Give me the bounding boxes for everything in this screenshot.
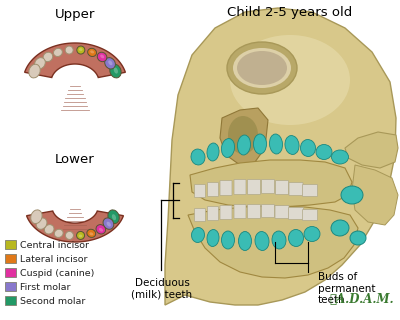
Ellipse shape [332, 150, 348, 164]
FancyBboxPatch shape [262, 204, 274, 218]
Text: Lower: Lower [55, 153, 95, 166]
Ellipse shape [76, 231, 84, 239]
Ellipse shape [114, 68, 118, 74]
Ellipse shape [300, 140, 316, 156]
FancyBboxPatch shape [5, 282, 16, 291]
Ellipse shape [79, 48, 82, 51]
Ellipse shape [270, 134, 282, 154]
Ellipse shape [230, 35, 350, 125]
Ellipse shape [316, 145, 332, 159]
FancyBboxPatch shape [208, 182, 218, 196]
Polygon shape [26, 211, 124, 242]
FancyBboxPatch shape [289, 182, 303, 196]
FancyBboxPatch shape [5, 268, 16, 277]
Text: ☘A.D.A.M.: ☘A.D.A.M. [329, 293, 394, 306]
Text: Upper: Upper [55, 8, 95, 21]
Polygon shape [188, 206, 358, 278]
Ellipse shape [105, 58, 116, 69]
Text: Buds of
permanent
teeth: Buds of permanent teeth [318, 272, 376, 305]
FancyBboxPatch shape [288, 207, 304, 220]
Text: Child 2-5 years old: Child 2-5 years old [227, 6, 353, 19]
Ellipse shape [285, 136, 299, 155]
Ellipse shape [65, 46, 73, 54]
Text: First molar: First molar [20, 283, 70, 292]
Ellipse shape [89, 232, 93, 235]
FancyBboxPatch shape [262, 180, 274, 194]
Text: Second molar: Second molar [20, 297, 85, 306]
Ellipse shape [254, 134, 266, 154]
Ellipse shape [192, 228, 204, 243]
Ellipse shape [237, 51, 287, 85]
Ellipse shape [54, 229, 63, 237]
Ellipse shape [288, 229, 304, 246]
Ellipse shape [255, 231, 269, 251]
Ellipse shape [77, 46, 85, 54]
Ellipse shape [222, 231, 234, 249]
FancyBboxPatch shape [275, 205, 289, 219]
Ellipse shape [44, 225, 54, 234]
Ellipse shape [207, 143, 219, 161]
FancyBboxPatch shape [194, 209, 206, 221]
Polygon shape [352, 165, 398, 225]
Ellipse shape [107, 222, 111, 227]
Ellipse shape [36, 218, 47, 229]
Ellipse shape [87, 229, 96, 237]
Ellipse shape [222, 139, 234, 157]
Ellipse shape [103, 218, 114, 229]
Ellipse shape [207, 229, 219, 246]
Ellipse shape [112, 214, 116, 220]
FancyBboxPatch shape [5, 296, 16, 305]
Ellipse shape [100, 55, 104, 58]
Ellipse shape [54, 48, 62, 57]
Ellipse shape [238, 231, 252, 251]
Polygon shape [190, 160, 352, 207]
Polygon shape [165, 8, 396, 305]
FancyBboxPatch shape [5, 254, 16, 263]
Ellipse shape [108, 60, 112, 65]
Ellipse shape [238, 135, 250, 155]
FancyBboxPatch shape [248, 180, 260, 195]
FancyBboxPatch shape [248, 204, 260, 219]
Ellipse shape [99, 228, 103, 232]
Ellipse shape [29, 64, 40, 78]
Ellipse shape [97, 52, 107, 62]
Ellipse shape [31, 210, 42, 224]
Polygon shape [345, 132, 398, 168]
Text: Cuspid (canine): Cuspid (canine) [20, 268, 94, 277]
Ellipse shape [304, 227, 320, 242]
FancyBboxPatch shape [194, 185, 206, 197]
Ellipse shape [233, 48, 291, 88]
Ellipse shape [191, 149, 205, 165]
Ellipse shape [272, 231, 286, 249]
Text: Lateral incisor: Lateral incisor [20, 254, 88, 263]
Polygon shape [25, 43, 125, 77]
FancyBboxPatch shape [302, 185, 318, 196]
Ellipse shape [341, 186, 363, 204]
FancyBboxPatch shape [302, 210, 318, 220]
FancyBboxPatch shape [234, 204, 246, 219]
Ellipse shape [66, 231, 74, 239]
FancyBboxPatch shape [5, 240, 16, 249]
FancyBboxPatch shape [220, 205, 232, 220]
Ellipse shape [96, 225, 106, 234]
Ellipse shape [331, 220, 349, 236]
Text: Central incisor: Central incisor [20, 241, 89, 250]
FancyBboxPatch shape [234, 180, 246, 195]
Ellipse shape [79, 235, 82, 237]
Ellipse shape [88, 48, 96, 57]
Ellipse shape [227, 42, 297, 94]
Ellipse shape [43, 52, 53, 62]
Ellipse shape [108, 210, 119, 224]
FancyBboxPatch shape [220, 180, 232, 196]
Ellipse shape [34, 58, 45, 69]
Ellipse shape [350, 231, 366, 245]
Ellipse shape [110, 64, 121, 78]
FancyBboxPatch shape [276, 180, 288, 195]
FancyBboxPatch shape [208, 206, 218, 220]
Polygon shape [220, 108, 268, 165]
Text: Deciduous
(milk) teeth: Deciduous (milk) teeth [132, 278, 192, 300]
Ellipse shape [90, 50, 94, 53]
Ellipse shape [228, 116, 258, 154]
